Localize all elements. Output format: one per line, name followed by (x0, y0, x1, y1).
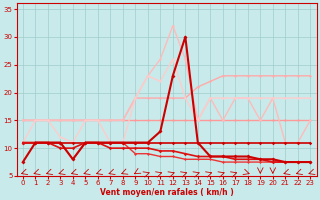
X-axis label: Vent moyen/en rafales ( km/h ): Vent moyen/en rafales ( km/h ) (100, 188, 234, 197)
